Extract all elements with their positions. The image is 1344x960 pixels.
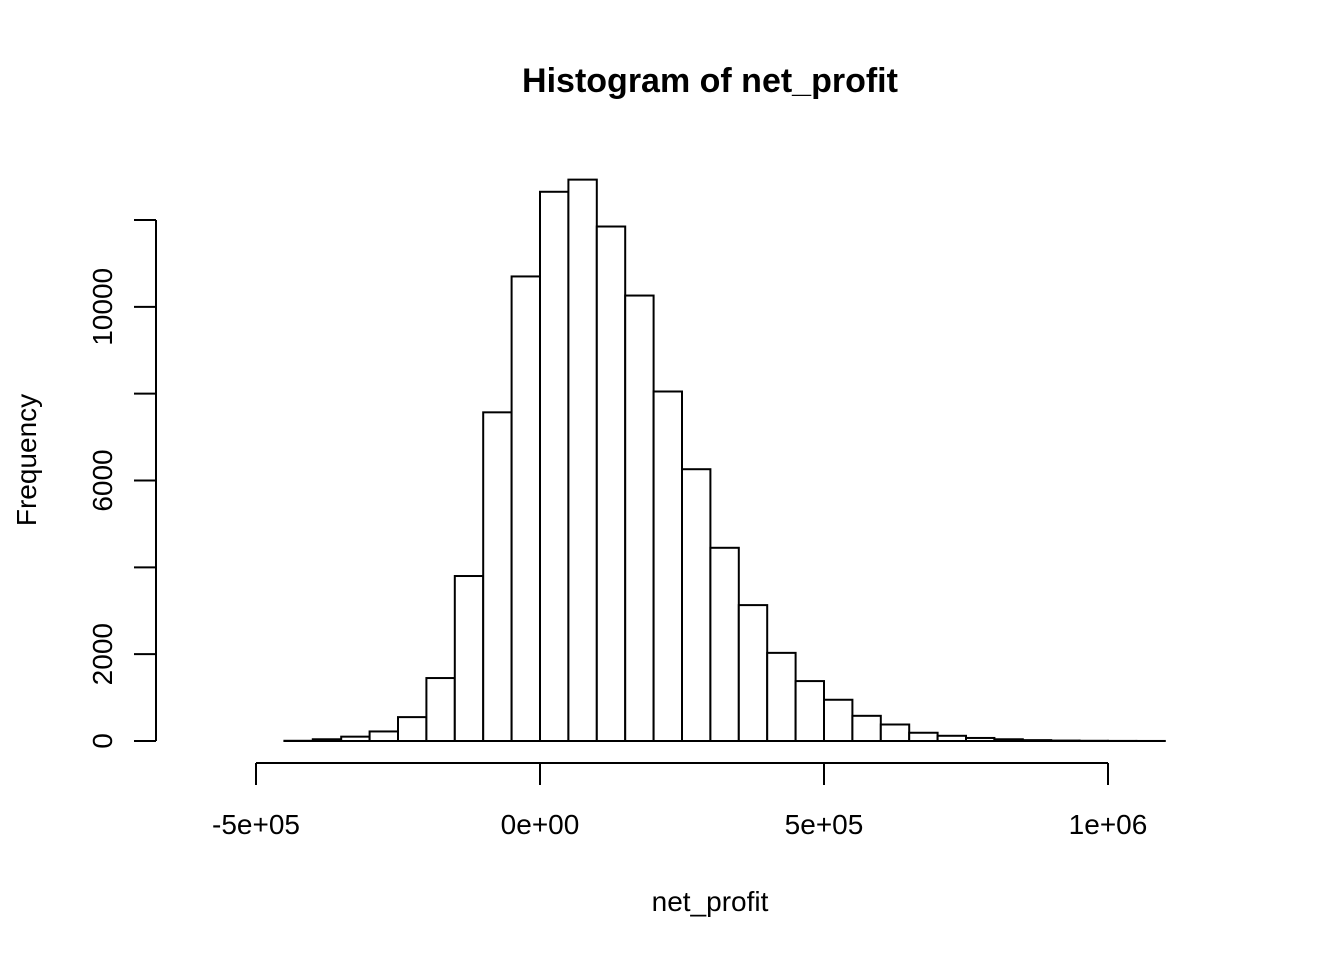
histogram-bar-9 (453, 575, 485, 742)
x-axis-label: net_profit (652, 886, 769, 917)
histogram-bar-16 (652, 390, 683, 742)
histogram-bar-17 (681, 468, 712, 742)
x-tick-label-2: 5e+05 (785, 809, 864, 840)
histogram-bars (283, 178, 1166, 743)
x-axis: -5e+05 0e+00 5e+05 1e+06 (212, 762, 1148, 840)
histogram-bar-21 (794, 680, 825, 743)
histogram-bar-8 (425, 677, 456, 743)
histogram-bar-4 (311, 738, 343, 742)
y-tick-label-0: 0 (87, 733, 118, 749)
histogram-bar-24 (879, 723, 911, 742)
histogram-bar-5 (340, 735, 371, 742)
histogram-bar-26 (936, 734, 967, 742)
histogram-bar-6 (368, 730, 400, 742)
histogram-bar-22 (823, 698, 854, 742)
histogram-bar-27 (965, 736, 996, 742)
y-axis: 0 2000 6000 10000 (87, 219, 157, 749)
histogram-bar-25 (908, 731, 939, 743)
y-tick-label-3: 6000 (87, 449, 118, 511)
y-axis-label: Frequency (11, 394, 42, 526)
histogram-bar-11 (510, 275, 542, 742)
x-tick-label-3: 1e+06 (1069, 809, 1148, 840)
histogram-bar-14 (595, 225, 627, 742)
histogram-bar-23 (851, 714, 882, 743)
histogram-bar-7 (397, 716, 428, 743)
x-tick-label-0: -5e+05 (212, 809, 300, 840)
chart-title: Histogram of net_profit (522, 62, 898, 100)
x-tick-label-1: 0e+00 (501, 809, 580, 840)
histogram-bar-20 (766, 651, 797, 743)
y-tick-label-1: 2000 (87, 623, 118, 685)
y-tick-label-5: 10000 (87, 268, 118, 346)
histogram-bar-15 (624, 294, 655, 742)
histogram-bar-18 (709, 546, 740, 742)
histogram-bar-13 (567, 178, 598, 742)
histogram-bar-29 (1021, 739, 1053, 742)
histogram-bar-12 (539, 190, 570, 742)
histogram-bar-10 (482, 411, 513, 742)
histogram-bar-28 (993, 738, 1024, 742)
histogram-bar-19 (737, 604, 769, 742)
